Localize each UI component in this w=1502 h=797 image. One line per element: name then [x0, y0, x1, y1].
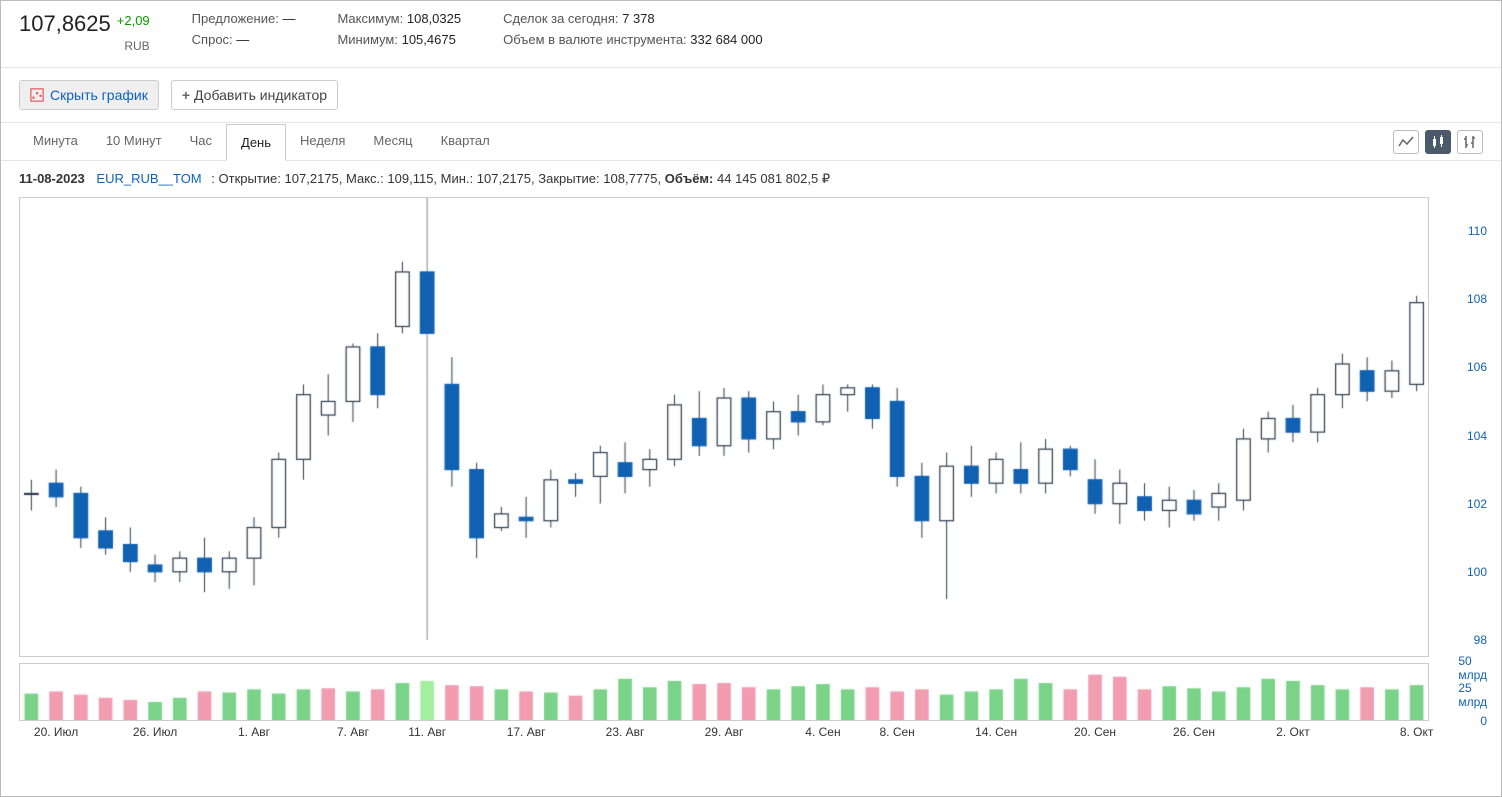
min-label: Минимум:	[337, 32, 398, 47]
close-value: 108,7775	[603, 171, 657, 186]
timeframe-tab-5[interactable]: Месяц	[359, 123, 426, 160]
ohlc-info-line: 11-08-2023 EUR_RUB__TOM : Открытие: 107,…	[1, 161, 1501, 191]
timeframe-tabs-row: Минута10 МинутЧасДеньНеделяМесяцКвартал	[1, 122, 1501, 161]
volume-chart[interactable]: 025 млрд50 млрд	[19, 663, 1485, 721]
timeframe-tab-2[interactable]: Час	[176, 123, 226, 160]
open-label: Открытие:	[219, 171, 281, 186]
chart-canvas	[19, 197, 1485, 657]
add-indicator-button[interactable]: + Добавить индикатор	[171, 80, 338, 110]
chart-type-bar-button[interactable]	[1457, 130, 1483, 154]
bid-ask-col: Предложение: — Спрос: —	[192, 11, 296, 47]
demand-value: —	[236, 32, 249, 47]
vol-value: 44 145 081 802,5 ₽	[717, 171, 830, 186]
low-value: 107,2175	[477, 171, 531, 186]
min-value: 105,4675	[402, 32, 456, 47]
currency: RUB	[19, 39, 150, 53]
close-label: Закрытие:	[538, 171, 599, 186]
ohlc-sep: :	[211, 171, 215, 186]
x-tick-label: 26. Сен	[1173, 725, 1215, 739]
volume-y-tick-label: 50 млрд	[1458, 654, 1487, 682]
stats-col: Сделок за сегодня: 7 378 Объем в валюте …	[503, 11, 763, 47]
y-tick-label: 108	[1467, 292, 1487, 306]
plus-icon: +	[182, 87, 190, 103]
candlestick-icon	[1430, 134, 1446, 150]
x-tick-label: 8. Сен	[880, 725, 915, 739]
deals-value: 7 378	[622, 11, 655, 26]
x-tick-label: 2. Окт	[1276, 725, 1310, 739]
timeframe-tab-4[interactable]: Неделя	[286, 123, 359, 160]
hide-chart-label: Скрыть график	[50, 87, 148, 103]
y-tick-label: 102	[1467, 497, 1487, 511]
chart-type-buttons	[1393, 130, 1483, 154]
high-value: 109,115	[387, 171, 433, 186]
x-tick-label: 14. Сен	[975, 725, 1017, 739]
open-value: 107,2175	[285, 171, 339, 186]
deals-label: Сделок за сегодня:	[503, 11, 618, 26]
low-label: Мин.:	[441, 171, 474, 186]
demand-label: Спрос:	[192, 32, 233, 47]
max-value: 108,0325	[407, 11, 461, 26]
price-change: +2,09	[117, 13, 150, 28]
ohlc-bar-icon	[1462, 134, 1478, 150]
y-tick-label: 98	[1474, 633, 1487, 647]
chart-icon	[30, 88, 44, 102]
x-tick-label: 1. Авг	[238, 725, 270, 739]
ohlc-date: 11-08-2023	[19, 171, 85, 186]
high-low-col: Максимум: 108,0325 Минимум: 105,4675	[337, 11, 461, 47]
chart-type-line-button[interactable]	[1393, 130, 1419, 154]
offer-label: Предложение:	[192, 11, 279, 26]
controls-row: Скрыть график + Добавить индикатор	[1, 68, 1501, 122]
x-tick-label: 4. Сен	[805, 725, 840, 739]
add-indicator-label: Добавить индикатор	[194, 87, 327, 103]
x-tick-label: 17. Авг	[507, 725, 546, 739]
timeframe-tab-0[interactable]: Минута	[19, 123, 92, 160]
x-tick-label: 11. Авг	[408, 725, 446, 739]
y-tick-label: 100	[1467, 565, 1487, 579]
timeframe-tab-6[interactable]: Квартал	[427, 123, 504, 160]
last-price: 107,8625	[19, 11, 111, 37]
line-chart-icon	[1398, 134, 1414, 150]
y-tick-label: 106	[1467, 360, 1487, 374]
max-label: Максимум:	[337, 11, 403, 26]
hide-chart-button[interactable]: Скрыть график	[19, 80, 159, 110]
x-tick-label: 20. Сен	[1074, 725, 1116, 739]
x-tick-label: 29. Авг	[705, 725, 744, 739]
x-tick-label: 7. Авг	[337, 725, 369, 739]
volume-canvas	[19, 663, 1485, 721]
vol-label: Объём:	[665, 171, 714, 186]
high-label: Макс.:	[346, 171, 384, 186]
candlestick-chart[interactable]: 98 100 102 104 106 108 110	[19, 197, 1485, 657]
chart-panel: 107,8625 +2,09 RUB Предложение: — Спрос:…	[0, 0, 1502, 797]
y-tick-label: 110	[1468, 224, 1487, 238]
volume-y-tick-label: 25 млрд	[1458, 681, 1487, 709]
ohlc-symbol[interactable]: EUR_RUB__TOM	[96, 171, 201, 186]
timeframe-tab-3[interactable]: День	[226, 124, 286, 161]
header-info-bar: 107,8625 +2,09 RUB Предложение: — Спрос:…	[1, 1, 1501, 68]
timeframe-tabs: Минута10 МинутЧасДеньНеделяМесяцКвартал	[19, 123, 504, 160]
x-tick-label: 23. Авг	[606, 725, 645, 739]
x-tick-label: 26. Июл	[133, 725, 177, 739]
y-tick-label: 104	[1467, 429, 1487, 443]
x-tick-label: 20. Июл	[34, 725, 78, 739]
x-tick-label: 8. Окт	[1400, 725, 1434, 739]
volccy-value: 332 684 000	[690, 32, 762, 47]
chart-type-candle-button[interactable]	[1425, 130, 1451, 154]
price-block: 107,8625 +2,09 RUB	[19, 11, 150, 53]
volccy-label: Объем в валюте инструмента:	[503, 32, 687, 47]
offer-value: —	[282, 11, 295, 26]
timeframe-tab-1[interactable]: 10 Минут	[92, 123, 176, 160]
x-axis: 20. Июл 26. Июл 1. Авг 7. Авг 11. Авг 17. Авг…	[19, 725, 1485, 743]
